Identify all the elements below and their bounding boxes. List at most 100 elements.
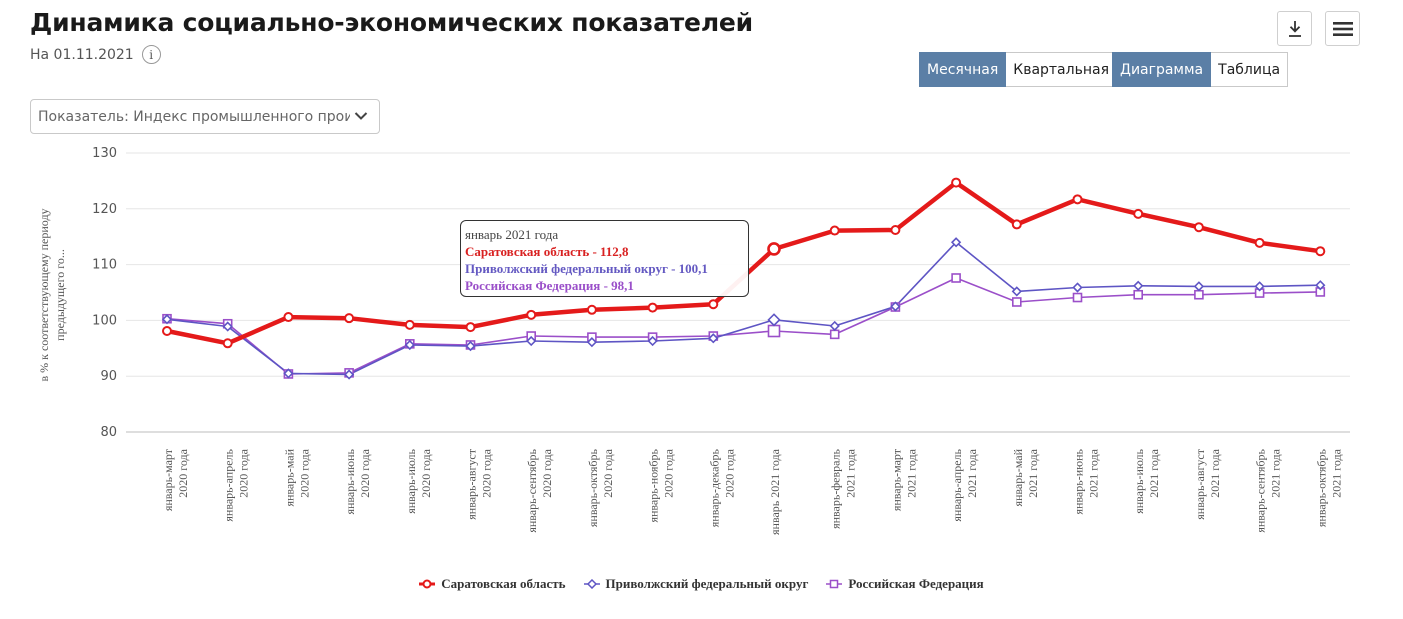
data-point-pfo[interactable] xyxy=(1315,280,1326,291)
data-point-saratov[interactable] xyxy=(890,225,901,236)
x-tick-label: январь-июль2020 года xyxy=(404,448,433,513)
data-point-saratov[interactable] xyxy=(708,299,719,310)
x-tick-label: январь-февраль2021 года xyxy=(829,448,858,529)
x-tick-label: январь-июнь2020 года xyxy=(343,448,372,514)
data-point-pfo[interactable] xyxy=(161,314,173,325)
tooltip-row-pfo: Приволжский федеральный округ - 100,1 xyxy=(465,261,708,276)
data-point-saratov[interactable] xyxy=(344,313,355,324)
indicator-select-value: Показатель: Индекс промышленного произв xyxy=(38,108,350,125)
chart-tooltip: январь 2021 года Саратовская область - 1… xyxy=(460,220,749,297)
tab-chart[interactable]: Диаграмма xyxy=(1112,52,1212,87)
y-tick-label: 110 xyxy=(92,258,117,273)
y-tick-label: 80 xyxy=(100,425,117,440)
legend-label-saratov: Саратовская область xyxy=(441,576,566,591)
legend-item-pfo[interactable]: Приволжский федеральный округ xyxy=(583,576,809,592)
legend-marker-square-icon xyxy=(826,579,843,589)
data-point-pfo[interactable] xyxy=(829,320,840,332)
menu-icon xyxy=(1332,21,1353,36)
data-point-saratov[interactable] xyxy=(162,326,172,337)
data-point-saratov[interactable] xyxy=(404,319,415,330)
series-line-1 xyxy=(166,241,1322,376)
x-tick-label: январь-апрель2020 года xyxy=(222,448,251,521)
data-point-pfo[interactable] xyxy=(767,313,781,327)
data-point-saratov[interactable] xyxy=(283,312,294,323)
data-point-pfo[interactable] xyxy=(647,335,658,347)
data-point-saratov[interactable] xyxy=(586,304,597,315)
data-point-pfo[interactable] xyxy=(222,321,233,332)
tab-quarterly[interactable]: Квартальная xyxy=(1006,52,1117,87)
data-point-pfo[interactable] xyxy=(1072,282,1083,293)
indicator-select[interactable]: Показатель: Индекс промышленного произв xyxy=(30,99,380,134)
data-point-saratov[interactable] xyxy=(1254,237,1265,248)
x-tick-label: январь-август2021 года xyxy=(1193,448,1222,519)
x-tick-label: январь-декабрь2020 года xyxy=(707,448,736,527)
x-tick-label: январь-ноябрь2020 года xyxy=(647,448,676,522)
data-point-rf[interactable] xyxy=(829,329,840,340)
menu-button[interactable] xyxy=(1325,11,1360,46)
data-point-saratov[interactable] xyxy=(767,242,781,256)
data-point-rf[interactable] xyxy=(1133,289,1143,300)
legend-item-saratov[interactable]: Саратовская область xyxy=(419,576,566,592)
page-title: Динамика социально-экономических показат… xyxy=(30,8,753,37)
legend-label-pfo: Приволжский федеральный округ xyxy=(605,576,809,591)
info-icon[interactable]: i xyxy=(141,45,161,64)
data-point-pfo[interactable] xyxy=(1193,281,1205,292)
legend-marker-diamond-icon xyxy=(583,579,600,589)
tooltip-header: январь 2021 года xyxy=(465,227,559,242)
data-point-rf[interactable] xyxy=(951,273,961,283)
data-point-pfo[interactable] xyxy=(465,340,476,352)
data-point-pfo[interactable] xyxy=(890,301,901,312)
data-point-saratov[interactable] xyxy=(829,225,840,236)
data-point-pfo[interactable] xyxy=(1254,281,1265,292)
data-point-saratov[interactable] xyxy=(1193,222,1204,233)
data-point-pfo[interactable] xyxy=(708,333,719,344)
date-label: На 01.11.2021 xyxy=(30,46,134,63)
data-point-rf[interactable] xyxy=(1194,289,1204,300)
data-point-pfo[interactable] xyxy=(950,237,962,248)
data-point-pfo[interactable] xyxy=(1011,286,1022,297)
data-point-saratov[interactable] xyxy=(647,302,658,313)
data-point-saratov[interactable] xyxy=(1315,246,1326,257)
y-tick-label: 120 xyxy=(92,202,117,217)
data-point-saratov[interactable] xyxy=(1011,219,1022,230)
download-button[interactable] xyxy=(1277,11,1312,46)
tab-monthly[interactable]: Месячная xyxy=(919,52,1007,87)
legend-item-rf[interactable]: Российская Федерация xyxy=(826,576,984,592)
data-point-pfo[interactable] xyxy=(586,337,598,348)
data-point-pfo[interactable] xyxy=(404,339,415,351)
x-tick-label: январь-март2021 года xyxy=(889,448,918,511)
view-switch: Диаграмма Таблица xyxy=(1112,52,1289,87)
tab-table[interactable]: Таблица xyxy=(1211,52,1289,87)
data-point-pfo[interactable] xyxy=(526,335,537,347)
x-tick-label: январь-июнь2021 года xyxy=(1072,448,1101,514)
x-tick-label: январь-сентябрь2020 года xyxy=(525,448,554,532)
data-point-saratov[interactable] xyxy=(465,322,476,333)
chevron-down-icon xyxy=(354,112,368,120)
data-point-saratov[interactable] xyxy=(1133,208,1144,219)
data-point-saratov[interactable] xyxy=(1072,194,1083,205)
x-tick-label: январь-март2020 года xyxy=(161,448,190,511)
data-point-rf[interactable] xyxy=(1011,297,1022,307)
data-point-saratov[interactable] xyxy=(526,309,537,320)
series-line-2 xyxy=(166,277,1322,375)
x-tick-label: январь-июль2021 года xyxy=(1132,448,1161,513)
y-tick-label: 130 xyxy=(92,146,117,161)
line-chart: 80 90 100 110 120 130 в % к соответствующему п… xyxy=(37,146,1350,535)
data-point-rf[interactable] xyxy=(767,324,781,338)
x-tick-label: январь-август2020 года xyxy=(465,448,494,519)
data-point-saratov[interactable] xyxy=(951,177,962,188)
data-point-pfo[interactable] xyxy=(1133,280,1144,291)
data-point-saratov[interactable] xyxy=(222,338,233,349)
x-tick-label: январь-сентябрь2021 года xyxy=(1254,448,1283,532)
legend-marker-circle-icon xyxy=(419,579,436,589)
data-point-rf[interactable] xyxy=(1072,292,1083,303)
period-switch: Месячная Квартальная xyxy=(919,52,1117,87)
tooltip-row-rf: Российская Федерация - 98,1 xyxy=(465,278,634,293)
chart-legend: Саратовская область Приволжский федераль… xyxy=(0,576,1403,592)
data-point-pfo[interactable] xyxy=(283,368,294,379)
y-tick-label: 100 xyxy=(92,313,117,328)
data-point-pfo[interactable] xyxy=(343,369,355,380)
x-tick-label: январь-октябрь2020 года xyxy=(586,448,615,527)
download-icon xyxy=(1288,20,1301,37)
tooltip-row-saratov: Саратовская область - 112,8 xyxy=(465,244,629,259)
